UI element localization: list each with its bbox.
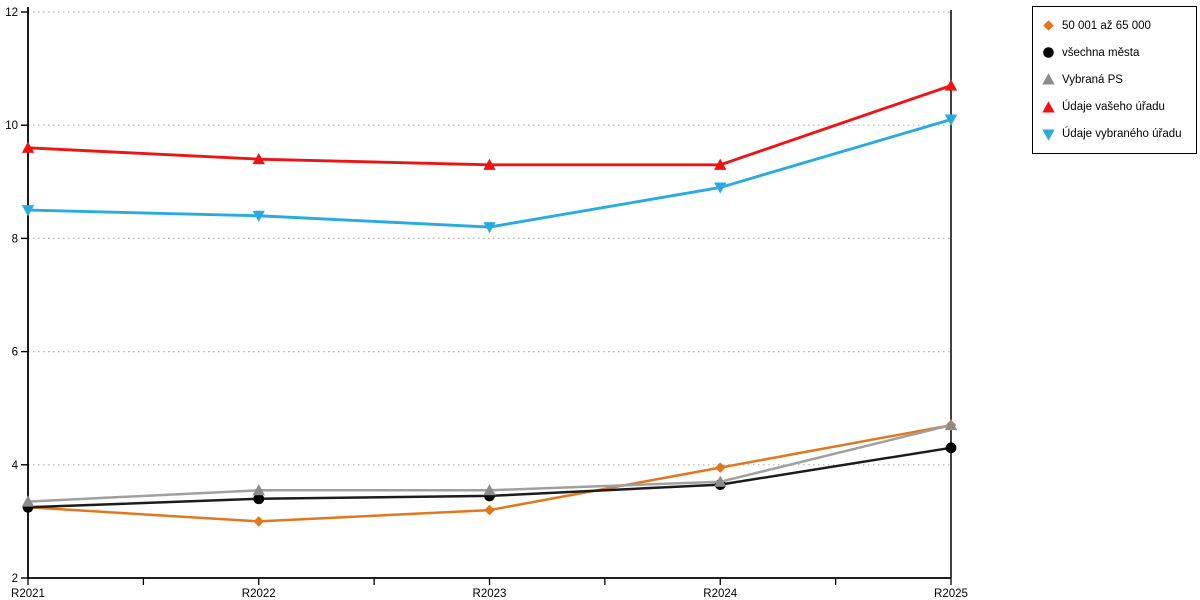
triangle-up-marker-icon (21, 495, 35, 507)
triangle-down-marker-icon (944, 114, 958, 126)
legend-label: Údaje vašeho úřadu (1062, 101, 1165, 114)
circle-marker-icon (253, 493, 265, 505)
x-tick-label: R2025 (934, 588, 968, 600)
x-tick-label: R2023 (473, 588, 507, 600)
series-line (27, 118, 952, 229)
diamond-marker-icon (253, 516, 265, 527)
triangle-down-marker-icon (714, 182, 727, 194)
circle-icon (1043, 47, 1054, 59)
chart-legend: 50 001 až 65 000 všechna města Vybraná PS Ú… (1032, 6, 1197, 154)
triangle-up-marker-icon (944, 418, 958, 431)
triangle-down-marker-icon (483, 222, 496, 234)
legend-label: Vybraná PS (1062, 73, 1123, 86)
y-tick-label: 12 (5, 7, 18, 19)
y-tick-label: 8 (12, 233, 18, 245)
triangle-up-marker-icon (483, 158, 496, 170)
triangle-up-marker-icon (252, 484, 265, 496)
triangle-down-marker-icon (252, 210, 265, 222)
legend-item: Údaje vybraného úřadu (1042, 128, 1192, 141)
y-tick-label: 2 (12, 573, 18, 585)
legend-label: Údaje vybraného úřadu (1062, 128, 1182, 141)
diamond-icon (1043, 20, 1054, 31)
legend-label: 50 001 až 65 000 (1062, 19, 1151, 32)
triangle-up-marker-icon (252, 152, 265, 165)
legend-item: všechna města (1042, 46, 1192, 59)
triangle-up-marker-icon (21, 141, 35, 153)
triangle-up-marker-icon (944, 79, 958, 91)
diamond-marker-icon (484, 504, 495, 516)
legend-label: všechna města (1062, 46, 1140, 59)
x-tick-label: R2021 (11, 588, 45, 600)
triangle-up-icon (1042, 73, 1055, 85)
circle-marker-icon (945, 442, 957, 454)
y-tick-label: 4 (12, 460, 19, 472)
legend-item: Vybraná PS (1042, 73, 1192, 86)
x-tick-label: R2024 (703, 588, 737, 600)
legend-item: Údaje vašeho úřadu (1042, 100, 1192, 114)
x-tick-label: R2022 (242, 588, 276, 600)
triangle-up-marker-icon (483, 484, 496, 496)
y-tick-label: 10 (5, 120, 18, 132)
diamond-marker-icon (714, 462, 726, 473)
triangle-down-marker-icon (21, 205, 35, 217)
triangle-up-marker-icon (714, 475, 727, 487)
legend-item: 50 001 až 65 000 (1042, 19, 1192, 32)
triangle-down-icon (1042, 129, 1055, 141)
triangle-up-icon (1042, 100, 1055, 113)
y-tick-label: 6 (12, 347, 18, 359)
triangle-up-marker-icon (714, 158, 727, 170)
